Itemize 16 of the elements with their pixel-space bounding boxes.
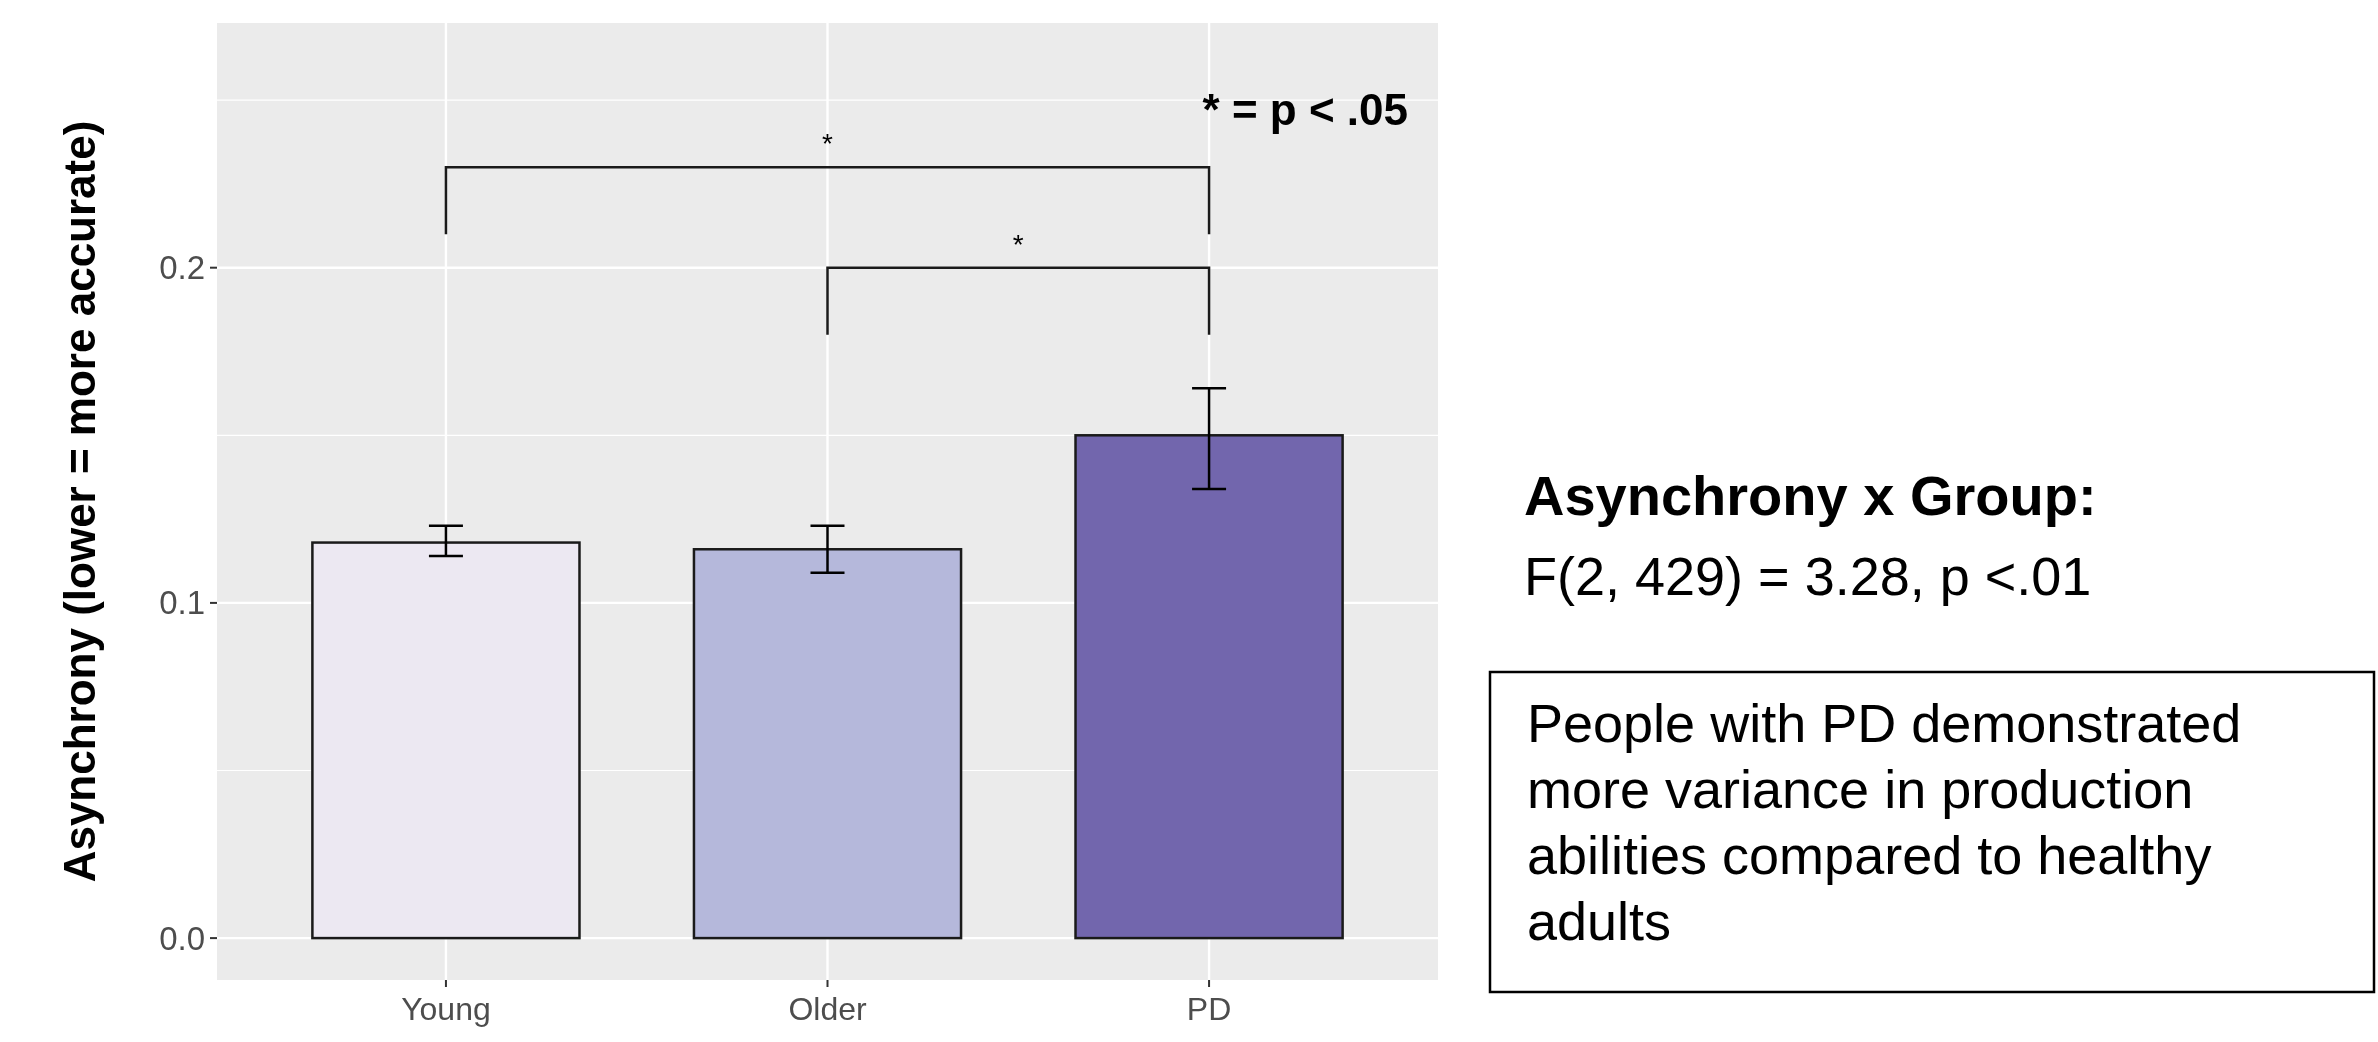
bar: [311, 541, 581, 940]
text: Asynchrony x Group:: [1524, 464, 2097, 527]
bar: [692, 548, 963, 940]
annotation: *: [822, 128, 834, 160]
annotation: *: [1012, 228, 1024, 260]
y-tick-label: 0.1: [159, 584, 205, 622]
bar: [1074, 434, 1344, 940]
text: F(2, 429) = 3.28, p <.01: [1524, 546, 2092, 606]
x-tick-label: Young: [401, 991, 491, 1027]
y-tick-label: 0.0: [159, 919, 205, 957]
x-tick-label: PD: [1186, 991, 1232, 1027]
y-axis-title: Asynchrony (lower = more accurate): [55, 120, 105, 883]
text: People with PD demonstrated more variance in production abilities compared to healthy adults: [1527, 693, 2242, 951]
annotation: * = p < .05: [1202, 85, 1408, 134]
y-tick-label: 0.2: [159, 249, 205, 287]
x-tick-label: Older: [788, 991, 867, 1027]
